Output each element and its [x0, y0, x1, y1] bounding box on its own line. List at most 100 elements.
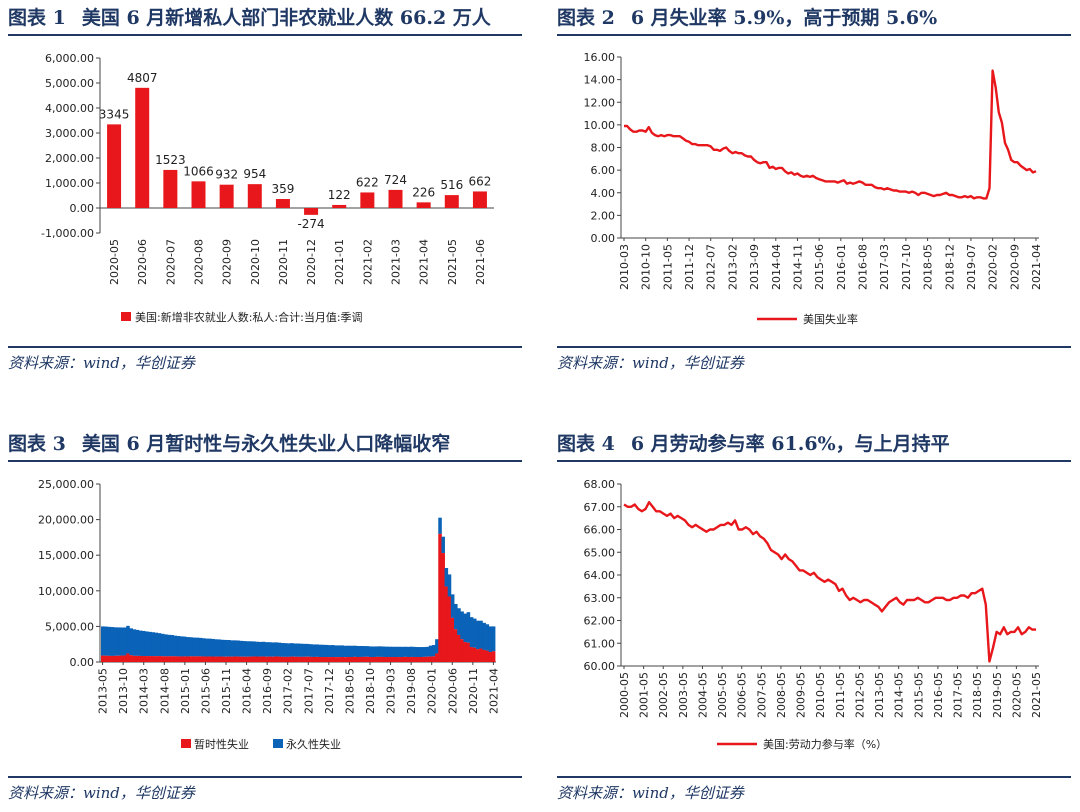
bar-temporary: [318, 657, 323, 662]
bar-permanent: [205, 638, 209, 657]
bar-temporary: [324, 657, 329, 662]
bar-permanent: [350, 645, 354, 658]
bar-temporary: [394, 657, 398, 662]
chart-1: -1,000.00 0.00 1,000.00 2,000.00 3,000.00 4,0…: [41, 52, 494, 324]
bar-temporary: [312, 656, 316, 662]
bar-temporary: [132, 655, 137, 662]
bar-temporary: [406, 657, 411, 662]
bar-temporary: [346, 657, 351, 662]
bar-temporary: [211, 656, 215, 662]
bar-permanent: [343, 645, 348, 658]
bar: [107, 124, 122, 208]
bar-temporary: [170, 656, 174, 662]
bar-permanent: [384, 646, 389, 658]
bar-permanent: [214, 639, 219, 657]
panel-4-fig-label: 图表 4: [557, 433, 615, 455]
bar-temporary: [491, 651, 496, 662]
bar-temporary: [305, 656, 310, 662]
x-tick-label: 2020-09: [1008, 244, 1021, 290]
x-tick-label: 2021-05: [446, 239, 459, 285]
data-label: 359: [271, 182, 294, 196]
x-tick-label: 2018-12: [943, 244, 956, 290]
bar-temporary: [148, 656, 152, 662]
bar-temporary: [296, 656, 300, 662]
panel-4-title-text: 6 月劳动参与率 61.6%，与上月持平: [630, 433, 950, 455]
bar-permanent: [280, 642, 285, 657]
bar-permanent: [318, 644, 323, 658]
bar-permanent: [378, 646, 382, 657]
x-tick-label: 2001-05: [638, 672, 651, 718]
y-tick-label: 10,000.00: [38, 585, 94, 598]
bar-temporary: [447, 596, 452, 662]
data-label: 3345: [99, 107, 130, 121]
bar-temporary: [397, 657, 401, 662]
y-tick-label: 1,000.00: [45, 177, 94, 190]
bar-permanent: [365, 646, 370, 657]
x-tick-label: 2014-08: [158, 668, 171, 714]
x-tick-label: 2018-05: [971, 672, 984, 718]
bar-temporary: [223, 656, 228, 662]
x-tick-label: 2017-03: [878, 244, 891, 290]
bar-permanent: [126, 625, 130, 654]
x-tick-label: 2006-05: [736, 672, 749, 718]
bar-permanent: [406, 646, 411, 658]
bar-permanent: [132, 629, 137, 656]
data-label: 954: [243, 167, 266, 181]
x-tick-label: 2013-02: [726, 244, 739, 290]
series-line: [623, 501, 1036, 663]
y-tick-label: 15,000.00: [38, 549, 94, 562]
bar-temporary: [441, 553, 445, 662]
bar-temporary: [416, 657, 420, 662]
bar-permanent: [372, 646, 376, 658]
y-tick-label: 5,000.00: [45, 620, 94, 633]
bar-permanent: [170, 635, 174, 657]
x-tick-label: 2015-05: [912, 672, 925, 718]
bar-permanent: [198, 637, 203, 657]
bar: [444, 195, 459, 208]
bar-permanent: [148, 631, 152, 657]
bar-temporary: [135, 655, 140, 662]
bar-permanent: [157, 633, 162, 657]
panel-2-title-text: 6 月失业率 5.9%，高于预期 5.6%: [630, 7, 938, 29]
bar-permanent: [151, 632, 155, 657]
bar-permanent: [485, 624, 490, 651]
x-tick-label: 2017-05: [952, 672, 965, 718]
x-tick-label: 2002-05: [657, 672, 670, 718]
bar-temporary: [227, 656, 231, 662]
bar-temporary: [359, 656, 364, 662]
data-label: 1523: [155, 153, 186, 167]
bar-temporary: [271, 656, 275, 662]
bar-temporary: [353, 656, 357, 662]
bar-temporary: [154, 656, 159, 662]
bar-permanent: [242, 641, 247, 657]
y-tick-label: 6.00: [591, 164, 616, 177]
bar-permanent: [309, 644, 313, 657]
y-tick-label: 64.00: [584, 569, 616, 582]
bar-temporary: [101, 655, 105, 662]
x-tick-label: 2012-07: [705, 244, 718, 290]
y-tick-label: 60.00: [584, 660, 616, 673]
panel-1-bottom-rule: [8, 346, 522, 348]
bar-permanent: [261, 641, 266, 657]
legend-label: 美国:新增非农就业人数:私人:合计:当月值:季调: [135, 310, 363, 324]
x-tick-label: 2014-05: [893, 672, 906, 718]
bar-temporary: [113, 655, 118, 662]
legend-label: 美国:劳动力参与率（%）: [763, 737, 887, 751]
x-tick-label: 2019-05: [991, 672, 1004, 718]
bar-temporary: [460, 639, 464, 662]
x-tick-label: 2008-05: [775, 672, 788, 718]
x-tick-label: 2017-12: [323, 668, 336, 714]
x-tick-label: 2018-05: [343, 668, 356, 714]
bar-temporary: [450, 617, 455, 662]
x-tick-label: 2011-05: [661, 244, 674, 290]
panel-4-bottom-rule: [557, 776, 1071, 778]
bar-temporary: [192, 656, 196, 662]
bar-permanent: [400, 646, 404, 658]
bar-temporary: [123, 655, 127, 662]
bar-temporary: [245, 656, 250, 662]
x-tick-label: 2021-04: [418, 239, 431, 285]
bar-temporary: [157, 656, 162, 662]
x-tick-label: 2020-05: [108, 239, 121, 285]
bar-temporary: [255, 656, 259, 662]
bar-permanent: [135, 629, 140, 656]
